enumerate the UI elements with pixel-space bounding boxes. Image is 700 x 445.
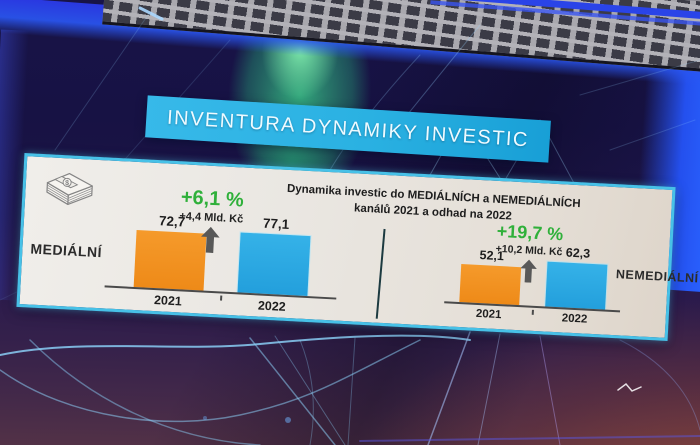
up-arrow-icon xyxy=(519,259,537,283)
group-label-nemedialni: NEMEDIÁLNÍ xyxy=(615,267,699,286)
panel-divider-line xyxy=(375,228,386,319)
group-label-medialni: MEDIÁLNÍ xyxy=(30,240,103,261)
bar-value-label: 77,1 xyxy=(262,215,290,232)
dollar-symbol: $ xyxy=(65,180,69,187)
growth-annotation-nemedialni: +19,7 % +10,2 Mld. Kč xyxy=(472,220,585,286)
year-label-2021: 2021 xyxy=(153,293,183,309)
up-arrow-icon xyxy=(201,226,220,254)
year-label-2022: 2022 xyxy=(561,312,588,326)
year-label-2022: 2022 xyxy=(257,298,287,314)
year-label-2021: 2021 xyxy=(475,307,502,322)
chart-panel: $ MEDIÁLNÍ NEMEDIÁLNÍ Dynamika investic … xyxy=(16,153,699,341)
money-stack-icon: $ xyxy=(46,172,93,206)
growth-annotation-medialni: +6,1 % +4,4 Mld. Kč xyxy=(155,185,268,256)
